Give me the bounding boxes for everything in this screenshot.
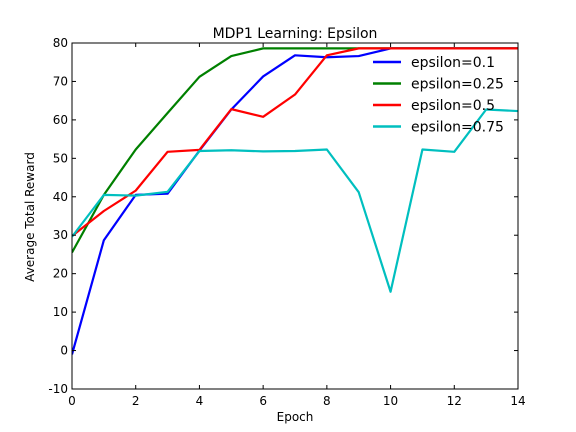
y-tick-label: 10	[53, 305, 68, 319]
y-tick-label: 50	[53, 151, 68, 165]
x-tick-label: 14	[510, 394, 525, 408]
series-line-4	[72, 108, 518, 293]
y-tick-label: 80	[53, 36, 68, 50]
legend-label-1: epsilon=0.1	[411, 55, 495, 71]
y-tick-label: 20	[53, 267, 68, 281]
plot-frame	[71, 42, 519, 390]
legend: epsilon=0.1 epsilon=0.25 epsilon=0.5 epsilo…	[373, 55, 504, 136]
series-group	[72, 47, 518, 355]
x-axis-label: Epoch	[277, 410, 314, 424]
series-line-3	[72, 47, 518, 237]
x-tick-label: 8	[323, 394, 331, 408]
legend-label-4: epsilon=0.75	[411, 120, 504, 136]
x-tick-label: 4	[196, 394, 204, 408]
x-tick-label: 0	[68, 394, 76, 408]
y-tick-label: 70	[53, 74, 68, 88]
chart-title: MDP1 Learning: Epsilon	[213, 26, 378, 42]
legend-label-3: epsilon=0.5	[411, 98, 495, 114]
y-axis-label: Average Total Reward	[23, 152, 37, 282]
x-tick-label: 12	[447, 394, 462, 408]
x-tick-label: 10	[383, 394, 398, 408]
y-tick-label: 0	[60, 344, 68, 358]
y-tick-label: 30	[53, 228, 68, 242]
y-tick-label: 40	[53, 190, 68, 204]
x-tick-label: 6	[259, 394, 267, 408]
legend-label-2: epsilon=0.25	[411, 77, 504, 93]
y-tick-label: -10	[48, 382, 68, 396]
x-tick-label: 2	[132, 394, 140, 408]
y-tick-label: 60	[53, 113, 68, 127]
